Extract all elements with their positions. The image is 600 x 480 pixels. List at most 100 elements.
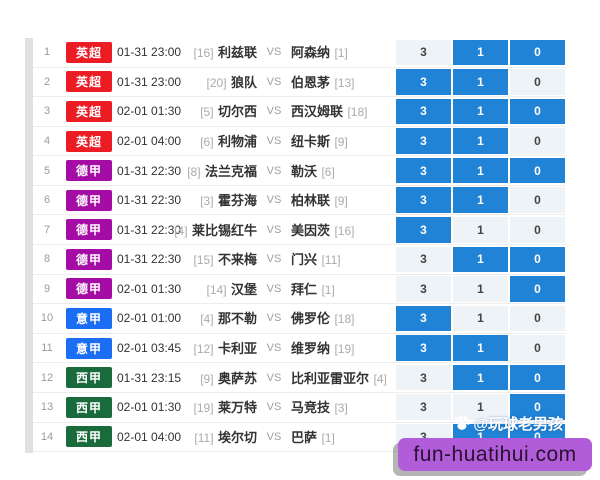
odds-cell-lose[interactable]: 0 — [510, 69, 565, 95]
home-team-rank: [9] — [200, 371, 214, 386]
away-team-rank: [9] — [334, 194, 348, 209]
match-time: 02-01 04:00 — [117, 429, 182, 444]
odds-cell-win[interactable]: 3 — [396, 276, 451, 302]
odds-cell-lose[interactable]: 0 — [510, 305, 565, 332]
home-team-rank: [19] — [193, 401, 214, 416]
odds-cell-draw[interactable]: 1 — [453, 128, 508, 154]
home-team-rank: [4] — [174, 223, 188, 238]
odds-cell-win[interactable]: 3 — [396, 128, 451, 154]
odds-cells: 3 1 0 — [396, 186, 565, 215]
odds-cells: 3 1 0 — [396, 334, 565, 363]
away-team-rank: [1] — [321, 430, 335, 445]
match-time: 01-31 22:30 — [117, 252, 182, 267]
odds-cell-win[interactable]: 3 — [396, 364, 451, 391]
home-team: [3] 霍芬海 — [200, 190, 257, 210]
vs-label: VS — [266, 253, 282, 266]
odds-cell-lose[interactable]: 0 — [510, 157, 565, 184]
away-team-rank: [1] — [334, 46, 348, 61]
vs-label: VS — [266, 75, 282, 88]
table-row[interactable]: 13 西甲 02-01 01:30 [19] 莱万特 VS 马竞技 [3] 3 … — [33, 392, 565, 423]
table-row[interactable]: 10 意甲 02-01 01:00 [4] 那不勒 VS 佛罗伦 [18] 3 … — [33, 304, 565, 334]
away-team-name: 佛罗伦 — [291, 311, 331, 327]
table-row[interactable]: 3 英超 02-01 01:30 [5] 切尔西 VS 西汉姆联 [18] 3 … — [33, 97, 565, 127]
table-row[interactable]: 11 意甲 02-01 03:45 [12] 卡利亚 VS 维罗纳 [19] 3… — [33, 333, 565, 364]
match-time: 02-01 01:00 — [117, 311, 182, 326]
match-time: 01-31 22:30 — [117, 163, 182, 178]
odds-cell-lose[interactable]: 0 — [510, 394, 565, 421]
odds-cell-win[interactable]: 3 — [396, 305, 451, 332]
odds-cell-draw[interactable]: 1 — [453, 39, 508, 66]
odds-cell-draw[interactable]: 1 — [453, 335, 508, 361]
odds-cell-lose[interactable]: 0 — [510, 276, 565, 302]
league-badge: 德甲 — [66, 219, 112, 241]
match-odds-table: 1 英超 01-31 23:00 [16] 利兹联 VS 阿森纳 [1] 3 1… — [33, 38, 565, 453]
vs-label: VS — [266, 401, 282, 414]
away-team: 纽卡斯 [9] — [291, 131, 396, 151]
table-row[interactable]: 7 德甲 01-31 22:30 [4] 莱比锡红牛 VS 美因茨 [16] 3… — [33, 215, 565, 246]
odds-cells: 3 1 0 — [396, 38, 565, 67]
odds-cell-lose[interactable]: 0 — [510, 246, 565, 273]
odds-cell-lose[interactable]: 0 — [510, 98, 565, 125]
table-row[interactable]: 2 英超 01-31 23:00 [20] 狼队 VS 伯恩茅 [13] 3 1… — [33, 67, 565, 98]
odds-cell-win[interactable]: 3 — [396, 216, 451, 243]
site-banner-text: fun-huatihui.com — [413, 442, 577, 466]
vs-label: VS — [266, 105, 282, 118]
odds-cells: 3 1 0 — [396, 275, 565, 304]
odds-cell-win[interactable]: 3 — [396, 187, 451, 213]
odds-cell-win[interactable]: 3 — [396, 69, 451, 95]
odds-cell-win[interactable]: 3 — [396, 394, 451, 421]
away-team-rank: [18] — [347, 105, 368, 120]
home-team-rank: [20] — [206, 75, 227, 90]
league-badge: 德甲 — [66, 248, 112, 270]
table-row[interactable]: 5 德甲 01-31 22:30 [8] 法兰克福 VS 勒沃 [6] 3 1 … — [33, 156, 565, 186]
table-row[interactable]: 1 英超 01-31 23:00 [16] 利兹联 VS 阿森纳 [1] 3 1… — [33, 38, 565, 68]
odds-cell-lose[interactable]: 0 — [510, 128, 565, 154]
odds-cell-draw[interactable]: 1 — [453, 364, 508, 391]
home-team-name: 法兰克福 — [204, 163, 257, 179]
odds-cell-draw[interactable]: 1 — [453, 157, 508, 184]
odds-cell-lose[interactable]: 0 — [510, 39, 565, 66]
away-team: 佛罗伦 [18] — [291, 308, 396, 328]
home-team-name: 那不勒 — [217, 311, 257, 327]
odds-cell-win[interactable]: 3 — [396, 98, 451, 125]
match-time: 01-31 23:15 — [117, 370, 182, 385]
away-team-rank: [9] — [334, 135, 348, 150]
odds-cell-draw[interactable]: 1 — [453, 98, 508, 125]
odds-cell-win[interactable]: 3 — [396, 157, 451, 184]
away-team: 美因茨 [16] — [291, 220, 396, 240]
odds-cell-draw[interactable]: 1 — [453, 69, 508, 95]
table-row[interactable]: 9 德甲 02-01 01:30 [14] 汉堡 VS 拜仁 [1] 3 1 0 — [33, 274, 565, 305]
table-row[interactable]: 4 英超 02-01 04:00 [6] 利物浦 VS 纽卡斯 [9] 3 1 … — [33, 126, 565, 157]
left-scrollbar[interactable] — [25, 38, 33, 453]
odds-cell-lose[interactable]: 0 — [510, 364, 565, 391]
vs-label: VS — [266, 312, 282, 325]
odds-cell-win[interactable]: 3 — [396, 39, 451, 66]
odds-cell-draw[interactable]: 1 — [453, 305, 508, 332]
odds-cells: 3 1 0 — [396, 393, 565, 422]
home-team: [5] 切尔西 — [200, 101, 257, 121]
odds-cell-win[interactable]: 3 — [396, 335, 451, 361]
home-team-rank: [3] — [200, 194, 214, 209]
odds-cell-draw[interactable]: 1 — [453, 394, 508, 421]
away-team: 柏林联 [9] — [291, 190, 396, 210]
odds-cell-lose[interactable]: 0 — [510, 216, 565, 243]
odds-cell-lose[interactable]: 0 — [510, 187, 565, 213]
odds-cell-lose[interactable]: 0 — [510, 335, 565, 361]
odds-cell-win[interactable]: 3 — [396, 246, 451, 273]
odds-cell-draw[interactable]: 1 — [453, 216, 508, 243]
league-badge: 英超 — [66, 130, 112, 152]
table-row[interactable]: 8 德甲 01-31 22:30 [15] 不来梅 VS 门兴 [11] 3 1… — [33, 245, 565, 275]
odds-cell-draw[interactable]: 1 — [453, 246, 508, 273]
odds-cell-draw[interactable]: 1 — [453, 187, 508, 213]
away-team-rank: [13] — [334, 75, 355, 90]
odds-cell-draw[interactable]: 1 — [453, 276, 508, 302]
match-time: 01-31 22:30 — [117, 222, 182, 237]
table-row[interactable]: 12 西甲 01-31 23:15 [9] 奥萨苏 VS 比利亚雷亚尔 [4] … — [33, 363, 565, 393]
away-team-name: 马竞技 — [291, 400, 331, 416]
home-team: [6] 利物浦 — [200, 131, 257, 151]
row-number: 3 — [43, 105, 51, 118]
table-row[interactable]: 6 德甲 01-31 22:30 [3] 霍芬海 VS 柏林联 [9] 3 1 … — [33, 185, 565, 216]
league-badge: 德甲 — [66, 189, 112, 211]
away-team-name: 勒沃 — [291, 163, 318, 179]
row-number: 7 — [43, 223, 51, 236]
